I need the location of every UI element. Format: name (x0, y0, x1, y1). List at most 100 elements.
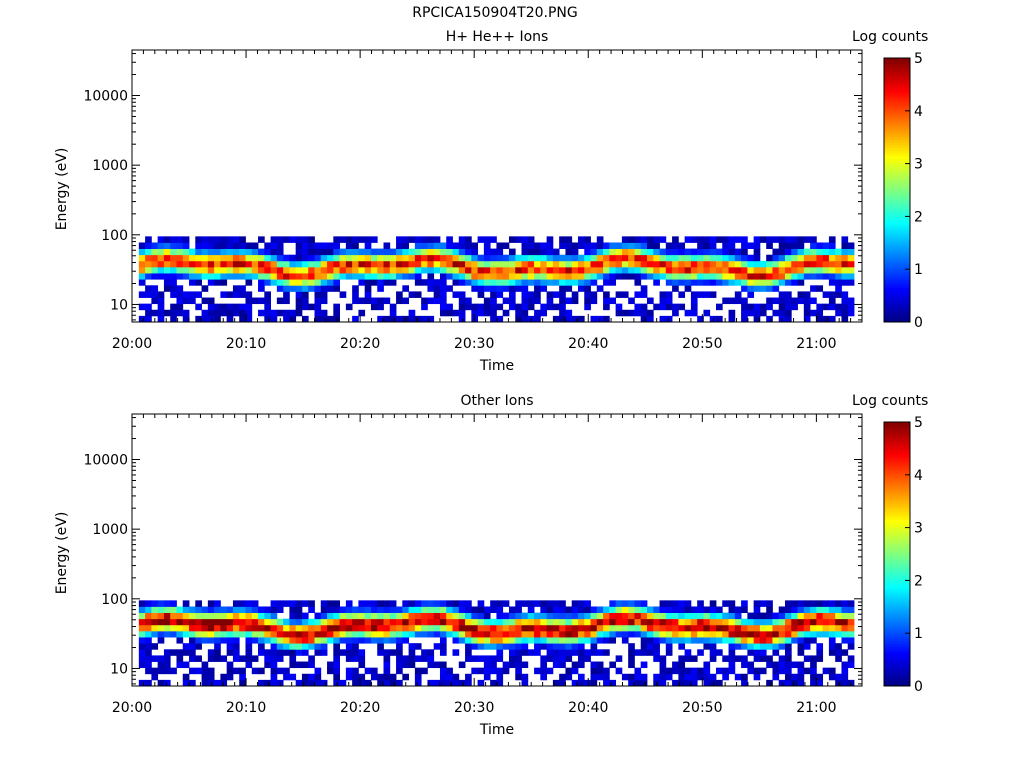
heatmap-cell (759, 624, 767, 632)
heatmap-cell (301, 254, 309, 262)
heatmap-cell (151, 285, 159, 292)
colorbar-segment (884, 437, 910, 441)
heatmap-cell (276, 309, 284, 317)
heatmap-cell (458, 618, 466, 626)
heatmap-cell (502, 266, 510, 274)
heatmap-cell (640, 612, 648, 620)
heatmap-cell (301, 612, 309, 620)
heatmap-cell (383, 266, 391, 274)
heatmap-cell (427, 273, 435, 280)
heatmap-cell (841, 260, 849, 268)
heatmap-cell (465, 630, 472, 638)
heatmap-cell (659, 637, 667, 644)
heatmap-cell (439, 612, 447, 620)
heatmap-cell (458, 637, 466, 644)
heatmap-cell (239, 673, 246, 681)
colorbar-segment (884, 76, 910, 80)
heatmap-cell (295, 630, 303, 638)
heatmap-cell (709, 630, 717, 638)
heatmap-cell (596, 618, 604, 626)
heatmap-cell (496, 315, 504, 323)
heatmap-cell (722, 618, 729, 626)
heatmap-cell (703, 612, 711, 620)
heatmap-cell (396, 612, 403, 620)
heatmap-cell (709, 254, 717, 262)
heatmap-cell (759, 637, 767, 644)
heatmap-cell (295, 309, 303, 317)
heatmap-cell (546, 667, 554, 675)
heatmap-cell (264, 661, 271, 669)
colorbar-segment (884, 108, 910, 112)
heatmap-cell (483, 630, 491, 638)
heatmap-cell (741, 637, 748, 644)
heatmap-cell (289, 649, 297, 656)
heatmap-cell (327, 618, 334, 626)
heatmap-cell (697, 673, 704, 681)
y-tick-label: 100 (101, 592, 128, 608)
heatmap-cell (458, 248, 466, 256)
heatmap-cell (841, 236, 849, 243)
heatmap-cell (283, 266, 290, 274)
heatmap-cell (414, 679, 422, 687)
heatmap-cell (345, 236, 353, 243)
heatmap-cell (634, 254, 642, 262)
colorbar-segment (884, 464, 910, 468)
heatmap-cell (207, 667, 215, 675)
heatmap-cell (170, 266, 177, 274)
heatmap-cell (703, 661, 711, 669)
heatmap-cell (734, 618, 742, 626)
heatmap-cell (145, 624, 152, 632)
heatmap-cell (577, 661, 585, 669)
heatmap-cell (527, 637, 535, 644)
heatmap-cell (540, 248, 548, 256)
heatmap-cell (352, 630, 359, 638)
heatmap-cell (847, 630, 855, 638)
heatmap-cell (527, 236, 535, 243)
colorbar-segment (884, 285, 910, 289)
heatmap-cell (377, 606, 384, 613)
heatmap-cell (785, 667, 792, 675)
heatmap-cell (433, 260, 441, 268)
heatmap-cell (841, 309, 849, 317)
heatmap-cell (439, 279, 447, 286)
heatmap-cell (640, 630, 648, 638)
colorbar-tick-label: 3 (914, 157, 923, 173)
heatmap-cell (427, 679, 435, 687)
heatmap-cell (785, 236, 792, 243)
heatmap-cell (546, 260, 554, 268)
heatmap-cell (716, 649, 723, 656)
heatmap-cell (214, 643, 221, 650)
heatmap-cell (377, 260, 384, 268)
heatmap-cell (665, 266, 673, 274)
colorbar-segment (884, 461, 910, 465)
heatmap-cell (734, 643, 742, 650)
heatmap-cell (433, 285, 441, 292)
heatmap-cell (301, 285, 309, 292)
heatmap-cell (483, 285, 491, 292)
heatmap-cell (665, 291, 673, 298)
heatmap-cell (465, 242, 472, 249)
heatmap-cell (239, 618, 246, 626)
heatmap-cell (521, 303, 529, 311)
colorbar-segment (884, 174, 910, 178)
heatmap-cell (251, 618, 259, 626)
colorbar-segment (884, 667, 910, 671)
heatmap-cell (458, 661, 466, 669)
colorbar-tick-label: 4 (914, 104, 923, 120)
heatmap-cell (559, 624, 566, 632)
heatmap-cell (828, 600, 836, 607)
heatmap-cell (552, 649, 560, 656)
heatmap-cell (138, 618, 146, 626)
heatmap-cell (534, 285, 541, 292)
heatmap-cell (747, 637, 755, 644)
heatmap-cell (803, 630, 811, 638)
heatmap-cell (621, 618, 629, 626)
heatmap-cell (791, 248, 798, 256)
heatmap-cell (772, 673, 780, 681)
heatmap-cell (239, 285, 246, 292)
heatmap-cell (835, 266, 842, 274)
colorbar-segment (884, 113, 910, 117)
heatmap-cell (778, 624, 786, 632)
heatmap-cell (816, 679, 824, 687)
heatmap-cell (370, 279, 378, 286)
